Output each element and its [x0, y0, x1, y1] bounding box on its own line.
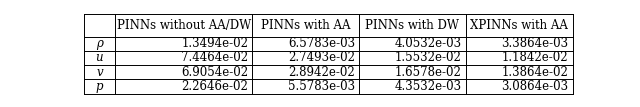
- Text: p: p: [95, 80, 103, 93]
- Text: 6.9054e-02: 6.9054e-02: [181, 66, 248, 79]
- Text: 3.3864e-03: 3.3864e-03: [501, 37, 568, 50]
- Text: v: v: [96, 66, 103, 79]
- Text: 1.6578e-02: 1.6578e-02: [395, 66, 462, 79]
- Text: 3.0864e-03: 3.0864e-03: [501, 80, 568, 93]
- Text: 2.2646e-02: 2.2646e-02: [182, 80, 248, 93]
- Text: XPINNs with AA: XPINNs with AA: [470, 19, 568, 32]
- Text: 4.3532e-03: 4.3532e-03: [395, 80, 462, 93]
- Text: 1.3864e-02: 1.3864e-02: [502, 66, 568, 79]
- Text: 2.7493e-02: 2.7493e-02: [288, 51, 355, 64]
- Text: 1.1842e-02: 1.1842e-02: [502, 51, 568, 64]
- Text: 1.3494e-02: 1.3494e-02: [182, 37, 248, 50]
- Text: 4.0532e-03: 4.0532e-03: [395, 37, 462, 50]
- Text: PINNs with AA: PINNs with AA: [261, 19, 351, 32]
- Text: u: u: [95, 51, 103, 64]
- Text: 2.8942e-02: 2.8942e-02: [289, 66, 355, 79]
- Text: PINNs with DW: PINNs with DW: [365, 19, 460, 32]
- Text: PINNs without AA/DW: PINNs without AA/DW: [116, 19, 251, 32]
- Text: ρ: ρ: [96, 37, 103, 50]
- Text: 1.5532e-02: 1.5532e-02: [395, 51, 462, 64]
- Text: 7.4464e-02: 7.4464e-02: [181, 51, 248, 64]
- Text: 6.5783e-03: 6.5783e-03: [288, 37, 355, 50]
- Text: 5.5783e-03: 5.5783e-03: [288, 80, 355, 93]
